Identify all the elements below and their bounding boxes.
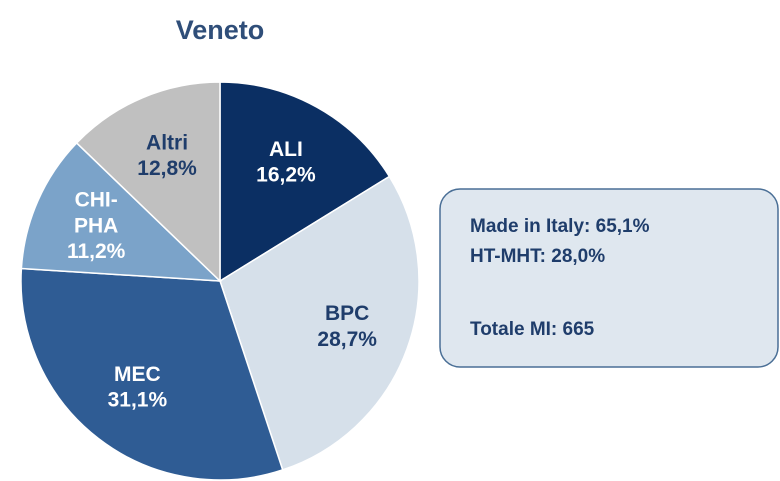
slice-value-label: 31,1% <box>108 389 168 412</box>
annotation: HT-MHT: 28,0% <box>470 246 605 267</box>
annotation: Made in Italy: 65,1% <box>470 216 650 237</box>
annotation-box <box>439 188 779 368</box>
slice-category-label: CHI-PHA <box>74 188 118 237</box>
slice-category-label: MEC <box>114 363 161 386</box>
annotation: Totale MI: 665 <box>470 319 595 340</box>
pie-slice <box>75 81 221 283</box>
pie-slice <box>219 81 391 283</box>
pie-slice <box>20 141 222 282</box>
slice-value-label: 11,2% <box>67 240 126 263</box>
slice-category-label: ALI <box>269 137 303 160</box>
chart-title: Veneto <box>176 15 265 45</box>
pie-slice <box>20 267 284 481</box>
slice-category-label: BPC <box>325 302 369 325</box>
slice-value-label: 28,7% <box>317 328 377 351</box>
slice-category-label: Altri <box>146 131 188 154</box>
pie-slice <box>219 175 420 471</box>
slice-value-label: 12,8% <box>137 157 197 180</box>
slice-value-label: 16,2% <box>256 163 316 186</box>
